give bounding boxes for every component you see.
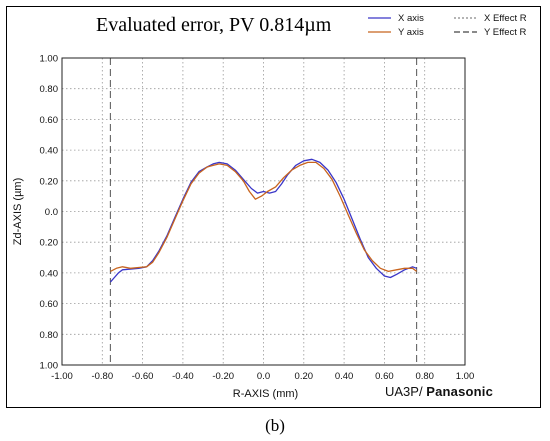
legend-label: X axis <box>398 13 424 24</box>
y-axis-label: Zd-AXIS (µm) <box>12 178 24 245</box>
x-tick-label: 0.0 <box>257 371 270 382</box>
x-tick-label: 1.00 <box>456 371 475 382</box>
axis-labels: R-AXIS (mm) Zd-AXIS (µm) <box>12 178 298 400</box>
legend-label: Y axis <box>398 27 424 38</box>
brand-prefix: UA3P/ <box>385 384 423 399</box>
y-tick-label: 0.20 <box>40 238 59 249</box>
x-tick-labels: -1.00 -0.80 -0.60 -0.40 -0.20 0.0 0.20 0.40 0.60… <box>51 371 474 382</box>
x-tick-label: 0.20 <box>295 371 314 382</box>
x-axis-label: R-AXIS (mm) <box>233 388 298 400</box>
x-tick-label: 0.80 <box>415 371 434 382</box>
effect-r-lines <box>109 58 418 365</box>
y-tick-label: 1.00 <box>40 54 59 65</box>
chart-title: Evaluated error, PV 0.814µm <box>96 14 332 36</box>
x-tick-label: -0.60 <box>132 371 154 382</box>
x-tick-label: 0.40 <box>335 371 354 382</box>
brand-name: Panasonic <box>426 384 494 399</box>
x-tick-label: -0.20 <box>212 371 234 382</box>
series-line-y-axis <box>110 161 417 273</box>
chart-frame <box>6 6 541 408</box>
y-tick-label: 0.40 <box>40 268 59 279</box>
legend-label: X Effect R <box>484 13 527 24</box>
series-line-x-axis <box>109 158 417 283</box>
y-tick-label: 0.80 <box>40 84 59 95</box>
legend: X axis X Effect R Y axis Y Effect R <box>368 13 527 38</box>
y-tick-label: 0.20 <box>40 176 59 187</box>
x-tick-label: -0.40 <box>172 371 194 382</box>
x-tick-label: -0.80 <box>91 371 113 382</box>
x-tick-label: 0.60 <box>375 371 394 382</box>
y-tick-label: 0.60 <box>40 115 59 126</box>
x-tick-label: -1.00 <box>51 371 73 382</box>
plot-area-border <box>61 57 466 366</box>
legend-label: Y Effect R <box>484 27 527 38</box>
figure-caption: (b) <box>265 416 285 435</box>
y-tick-labels: 1.00 0.80 0.60 0.40 0.20 0.0 0.20 0.40 0.60 0.80 1… <box>40 54 59 372</box>
plot-border <box>61 57 466 366</box>
brand-label: UA3P/ Panasonic <box>385 384 493 399</box>
y-tick-label: 0.60 <box>40 299 59 310</box>
y-tick-label: 1.00 <box>40 361 59 372</box>
y-tick-label: 0.80 <box>40 330 59 341</box>
y-tick-label: 0.0 <box>45 207 58 218</box>
y-tick-label: 0.40 <box>40 146 59 157</box>
grid <box>62 58 465 365</box>
series-lines <box>109 158 417 283</box>
